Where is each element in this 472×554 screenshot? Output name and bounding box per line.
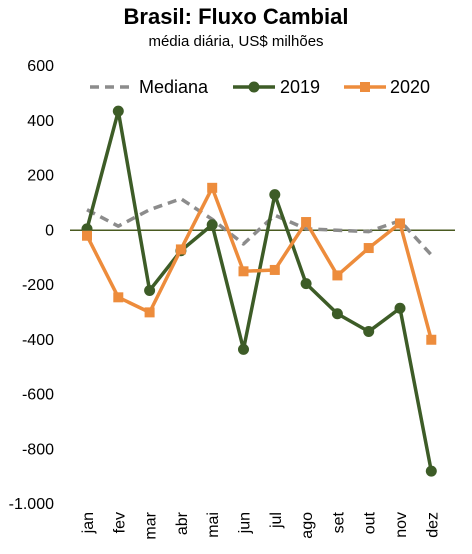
y-tick-label: -1.000 [9, 496, 54, 513]
x-tick-label: mar [143, 511, 160, 539]
data-point [269, 264, 280, 275]
y-tick-label: -800 [22, 441, 54, 458]
legend-label: 2019 [280, 77, 320, 97]
x-tick-label: jan [80, 512, 97, 534]
data-point [363, 326, 375, 338]
data-point [363, 243, 374, 254]
data-point [238, 266, 249, 277]
data-point [394, 302, 406, 314]
series-line-2020 [85, 186, 433, 341]
x-tick-label: fev [111, 512, 128, 533]
data-point [395, 218, 405, 229]
y-tick-label: -200 [22, 277, 54, 294]
legend-label: Mediana [139, 77, 209, 97]
data-point [269, 189, 281, 201]
data-point [301, 217, 312, 228]
y-tick-label: -400 [22, 332, 54, 349]
data-point [82, 230, 92, 241]
x-tick-label: abr [174, 511, 191, 535]
legend-label: 2020 [390, 77, 430, 97]
series-layer [81, 105, 437, 477]
data-point [331, 308, 343, 320]
data-point [206, 219, 218, 231]
y-tick-label: 400 [27, 113, 54, 130]
data-point [207, 182, 218, 193]
x-tick-label: dez [424, 512, 441, 538]
chart-title: Brasil: Fluxo Cambial [123, 4, 349, 29]
data-point [425, 465, 437, 477]
legend-marker [248, 81, 260, 93]
x-tick-label: out [362, 511, 379, 534]
data-point [144, 307, 155, 318]
y-tick-label: -600 [22, 387, 54, 404]
data-point [332, 270, 343, 281]
series-line-mediana [86, 197, 433, 257]
x-tick-label: mai [205, 512, 222, 538]
y-tick-label: 200 [27, 168, 54, 185]
data-point [113, 292, 124, 303]
data-point [175, 244, 186, 255]
x-tick-label: jun [237, 512, 254, 534]
y-tick-label: 600 [27, 58, 54, 75]
x-tick-label: nov [393, 512, 410, 538]
y-tick-label: 0 [45, 222, 54, 239]
x-tick-label: jul [268, 512, 285, 529]
legend: Mediana 2019 2020 [90, 77, 430, 97]
data-point [112, 105, 124, 117]
data-point [238, 343, 249, 355]
legend-marker [360, 82, 370, 92]
data-point [426, 334, 437, 345]
x-tick-label: set [330, 511, 347, 533]
x-tick-label: ago [299, 512, 316, 539]
data-point [300, 278, 312, 290]
data-point [144, 284, 156, 296]
series-line-2019 [85, 109, 434, 472]
chart-subtitle: média diária, US$ milhões [148, 33, 324, 50]
